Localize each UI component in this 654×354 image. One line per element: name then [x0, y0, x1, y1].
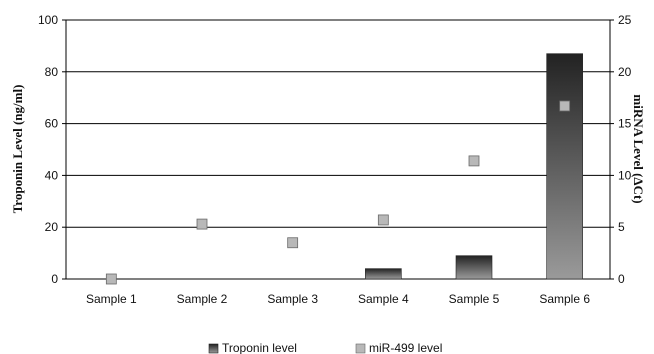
right-tick-25: 25 [618, 13, 632, 27]
legend-label-troponin: Troponin level [222, 341, 297, 354]
troponin-bars [365, 53, 583, 280]
legend-swatch-mir499 [355, 343, 366, 354]
legend: Troponin level miR-499 level [208, 341, 442, 354]
right-tick-5: 5 [618, 220, 625, 234]
category-label-2: Sample 2 [177, 292, 228, 306]
mir499-marker-1 [105, 273, 117, 285]
category-label-3: Sample 3 [267, 292, 318, 306]
mir499-markers [105, 100, 571, 285]
troponin-bar-5 [455, 255, 493, 280]
left-tick-100: 100 [38, 13, 58, 27]
troponin-bar-6 [546, 53, 583, 280]
right-tick-15: 15 [618, 117, 632, 131]
left-tick-80: 80 [45, 65, 59, 79]
right-tick-20: 20 [618, 65, 632, 79]
right-tick-10: 10 [618, 168, 632, 182]
category-labels: Sample 1 Sample 2 Sample 3 Sample 4 Sample 5… [86, 292, 590, 306]
right-axis-title: miRNA Level (ΔCt) [631, 94, 646, 203]
left-axis-title: Troponin Level (ng/ml) [10, 85, 25, 214]
mir499-marker-4 [377, 214, 389, 226]
legend-label-mir499: miR-499 level [369, 341, 442, 354]
mir499-marker-2 [196, 218, 208, 230]
left-tick-0: 0 [51, 272, 58, 286]
mir499-marker-5 [468, 155, 480, 167]
mir499-marker-6 [559, 100, 571, 112]
category-label-5: Sample 5 [449, 292, 500, 306]
troponin-bar-4 [365, 268, 402, 280]
right-tick-labels: 0 5 10 15 20 25 [610, 13, 632, 286]
gridlines [66, 19, 610, 280]
left-tick-20: 20 [45, 220, 59, 234]
left-tick-40: 40 [45, 168, 59, 182]
legend-swatch-troponin [208, 343, 219, 354]
left-tick-60: 60 [45, 117, 59, 131]
mir499-marker-3 [287, 237, 299, 249]
category-label-6: Sample 6 [539, 292, 590, 306]
category-label-1: Sample 1 [86, 292, 137, 306]
category-label-4: Sample 4 [358, 292, 409, 306]
right-tick-0: 0 [618, 272, 625, 286]
left-tick-labels: 0 20 40 60 80 100 [38, 13, 66, 286]
